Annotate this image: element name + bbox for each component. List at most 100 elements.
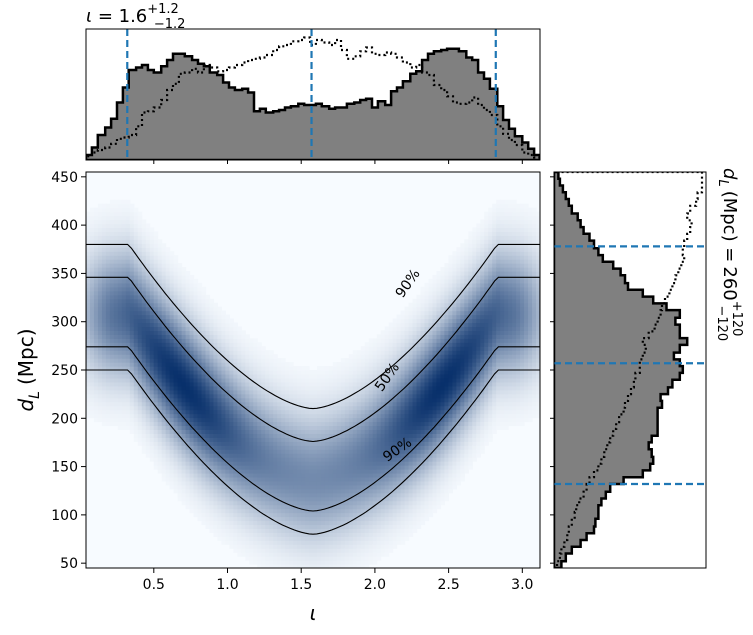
heat-cell [420,472,426,478]
heat-cell [125,290,131,296]
heat-cell [181,461,187,466]
heat-cell [157,457,163,462]
heat-cell [86,235,91,240]
heat-cell [328,465,334,470]
heat-cell [86,282,91,288]
heat-cell [249,441,254,446]
heat-cell [205,492,211,498]
heat-cell [177,322,183,328]
heat-cell [273,377,278,383]
heat-cell [408,366,414,371]
heat-cell [436,445,442,450]
heat-cell [424,354,430,359]
heat-cell [416,413,422,419]
heat-cell [316,500,322,506]
heat-cell [233,389,238,395]
heat-cell [261,472,266,478]
heat-cell [145,377,151,383]
heat-cell [117,318,123,324]
heat-cell [408,469,414,474]
heat-cell [265,556,270,561]
heat-cell [225,488,230,494]
heat-cell [121,247,127,252]
heat-cell [153,306,159,312]
heat-cell [352,397,358,403]
heat-cell [169,417,175,423]
heat-cell [253,449,258,454]
heat-cell [265,393,270,399]
heat-cell [169,259,175,264]
heat-cell [388,330,394,335]
heat-cell [205,480,211,486]
heat-cell [420,385,426,391]
heat-cell [309,556,314,561]
heat-cell [161,449,167,454]
heat-cell [177,354,183,359]
heat-cell [301,552,306,557]
heat-cell [177,298,183,304]
heat-cell [161,385,167,391]
heat-cell [360,425,366,430]
heat-cell [344,524,350,529]
heat-cell [269,362,274,367]
heat-cell [396,373,402,379]
heat-cell [356,472,362,478]
heat-cell [189,457,195,462]
heat-cell [113,267,119,272]
heat-cell [301,366,306,371]
heat-cell [320,492,326,498]
heat-cell [352,556,358,561]
heat-cell [372,532,378,537]
heat-cell [396,381,402,387]
heat-cell [360,401,366,407]
heat-cell [356,556,362,561]
heat-cell [293,389,298,395]
heat-cell [181,362,187,367]
heat-cell [157,326,163,331]
heat-cell [86,227,91,232]
heat-cell [209,441,215,446]
heat-cell [177,334,183,339]
heat-cell [265,536,270,541]
heat-cell [412,389,418,395]
heat-cell [189,366,195,371]
heat-cell [113,298,119,304]
heat-cell [101,417,107,423]
heat-cell [289,480,294,486]
heat-cell [376,536,382,541]
heat-cell [201,484,207,490]
heat-cell [436,437,442,442]
heat-cell [121,278,127,284]
heat-cell [173,425,179,430]
heat-cell [257,377,262,383]
heat-cell [360,512,366,518]
heat-cell [368,393,374,399]
heat-cell [225,405,230,411]
heat-cell [376,334,382,339]
heat-cell [133,417,139,423]
heat-cell [153,302,159,308]
heat-cell [89,389,95,395]
heat-cell [348,457,354,462]
heat-cell [277,389,282,395]
heat-cell [241,389,246,395]
heat-cell [277,500,282,506]
heat-cell [169,282,175,288]
heat-cell [145,429,151,434]
heat-cell [189,437,195,442]
heat-cell [328,457,334,462]
heat-cell [125,385,131,391]
heat-cell [149,294,155,300]
heat-cell [269,461,274,466]
heat-cell [261,524,266,529]
heat-cell [273,433,278,438]
heat-cell [137,389,143,395]
heat-cell [269,469,274,474]
heat-cell [89,306,95,312]
heat-cell [173,421,179,427]
heat-cell [125,318,131,324]
heat-cell [316,397,322,403]
heat-cell [137,274,143,280]
heat-cell [157,425,163,430]
heat-cell [436,433,442,438]
